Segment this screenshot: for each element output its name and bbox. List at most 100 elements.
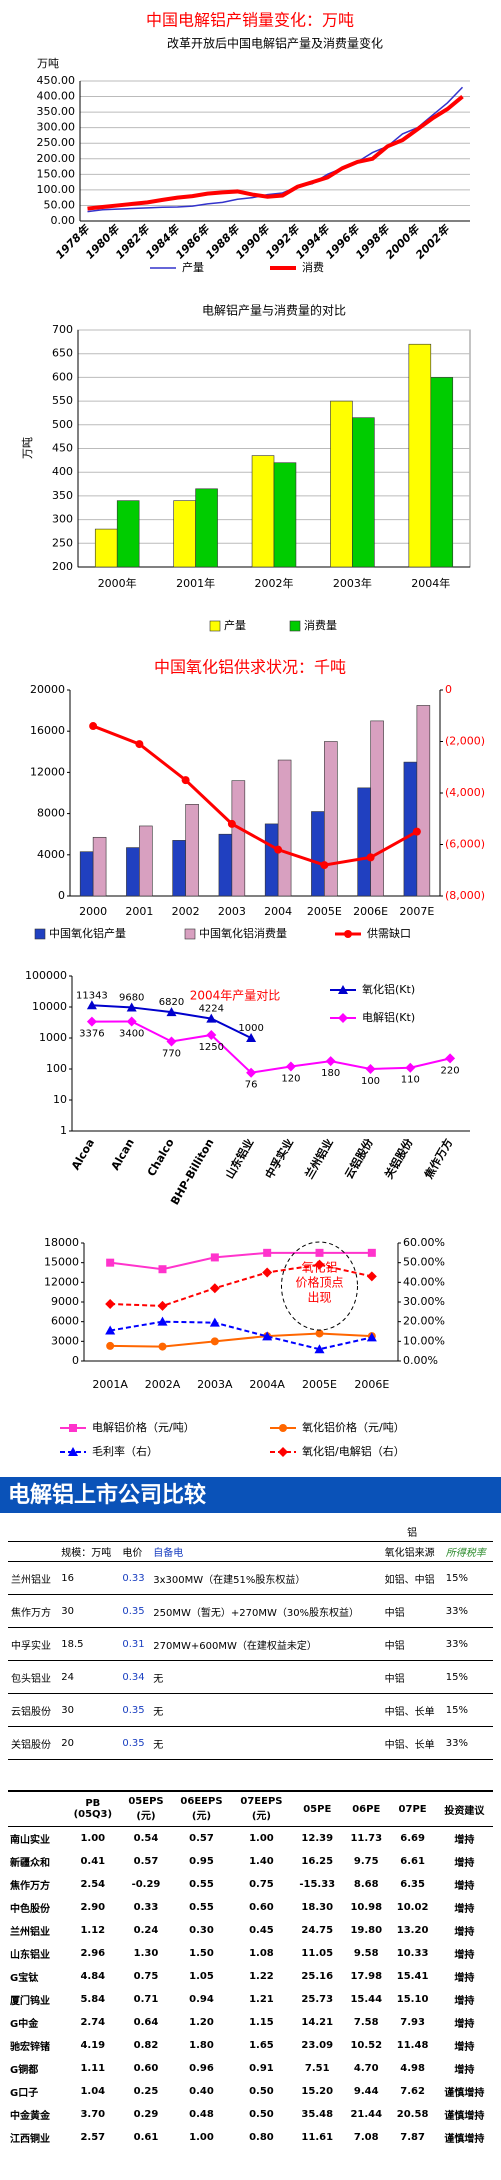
y-tick-label: 500 [52, 418, 73, 431]
marker [105, 1298, 116, 1309]
cell: 增持 [454, 1904, 475, 1915]
cell: 0.35 [119, 1693, 151, 1727]
cell: 1.20 [189, 2017, 214, 2028]
cell: 谨慎增持 [444, 2088, 485, 2099]
company-table: 铝规模：万吨 电价 自备电 氧化铝来源 所得税率 兰州铝业 16 0.33 3x300MW（在建… [8, 1522, 493, 1760]
bar [218, 833, 233, 897]
y-tick-label: 1000 [39, 1031, 67, 1044]
marker [166, 1036, 177, 1047]
legend-label: 中国氧化铝消费量 [199, 926, 287, 940]
cell: 0.57 [189, 1833, 214, 1844]
y2-tick-label: 40.00% [403, 1275, 445, 1288]
marker [157, 1316, 168, 1326]
cell: 10.33 [396, 1948, 429, 1959]
x-tick-label: 2004A [249, 1378, 285, 1391]
row: 厦门钨业 5.84 0.71 0.94 1.21 25.73 15.44 15.10 增持 [8, 1988, 493, 2011]
legend-label: 供需缺口 [367, 926, 411, 940]
cell: 7.58 [353, 2017, 379, 2028]
bar [92, 836, 107, 897]
legend-label: 电解铝(Kt) [362, 1010, 415, 1024]
line [87, 95, 464, 211]
line [92, 724, 418, 867]
row: 兰州铝业 1.12 0.24 0.30 0.45 24.75 19.80 13.20 增持 [8, 1919, 493, 1942]
value-label: 220 [441, 1065, 460, 1076]
cell: 铝 [381, 1522, 443, 1542]
marker [366, 1271, 377, 1282]
x-tick-label: 云铝股份 [342, 1135, 377, 1181]
cell: 1.04 [80, 2086, 106, 2097]
row: 云铝股份 30 0.35 无中铝、长单 15% [8, 1693, 493, 1727]
cell: 2.90 [80, 1902, 106, 1913]
cell: 增持 [454, 1881, 475, 1892]
cell: 无 [150, 1660, 382, 1694]
x-tick-label: 2001 [125, 905, 153, 918]
cell [119, 1522, 151, 1542]
annotation-ring [281, 1241, 358, 1331]
cell: 中色股份 [10, 1904, 50, 1915]
marker [135, 740, 144, 749]
bar [116, 500, 140, 568]
y-tick-label: 6000 [51, 1315, 79, 1328]
marker [246, 1067, 257, 1078]
cell: 0.55 [189, 1879, 214, 1890]
row: G中金 2.74 0.64 1.20 1.15 14.21 7.58 7.93 增持 [8, 2011, 493, 2034]
cell: 13.20 [396, 1925, 429, 1936]
cell: 6.69 [400, 1833, 425, 1844]
chart-title: 改革开放后中国电解铝产量及消费量变化 [167, 36, 383, 51]
cell: 1.05 [189, 1971, 214, 1982]
cell: 33% [442, 1594, 493, 1628]
x-tick-label: 2007E [399, 905, 434, 918]
cell: 山东铝业 [10, 1950, 50, 1961]
y2-tick-label: (4,000) [445, 786, 485, 799]
bar [185, 804, 199, 897]
cell: 25.73 [301, 1994, 334, 2005]
cell: G宝钛 [10, 1973, 39, 1984]
cell: 33% [442, 1627, 493, 1661]
chart-title: 电解铝产量与消费量的对比 [202, 303, 346, 318]
cell: 1.80 [189, 2040, 214, 2051]
marker [338, 1013, 348, 1023]
cell: 增持 [454, 2042, 475, 2053]
marker [314, 1259, 325, 1270]
header-text: (元) [251, 1811, 271, 1822]
bar [195, 488, 218, 568]
cell: 7.87 [400, 2132, 425, 2143]
cell: 0.33 [119, 1561, 151, 1595]
marker [263, 1248, 272, 1257]
legend-label: 消费量 [304, 618, 337, 632]
cell [8, 1791, 66, 1827]
cell: 0.82 [133, 2040, 159, 2051]
cell: 2.57 [80, 2132, 106, 2143]
cell: 15.41 [396, 1971, 429, 1982]
cell: 1.40 [249, 1856, 274, 1867]
cell: 0.64 [133, 2017, 159, 2028]
cell: 0.75 [249, 1879, 274, 1890]
cell: G铜都 [10, 2065, 39, 2076]
y-tick-label: 350 [52, 489, 73, 502]
row: 中孚实业 18.5 0.31 270MW+600MW（在建权益未定） 中铝 33% [8, 1627, 493, 1661]
marker [210, 1337, 219, 1346]
header-text: (元) [191, 1811, 212, 1822]
cell: 0.29 [133, 2109, 159, 2120]
marker [315, 1329, 324, 1338]
legend-swatch [184, 928, 196, 940]
legend-label: 氧化铝(Kt) [362, 982, 415, 996]
y-tick-label: 16000 [30, 724, 65, 737]
x-tick-label: 2005E [302, 1378, 337, 1391]
y-tick-label: 700 [52, 323, 73, 336]
cell: 4.84 [80, 1971, 106, 1982]
value-label: 1250 [199, 1042, 224, 1053]
bar [273, 462, 297, 568]
marker [209, 1283, 220, 1294]
cell: 无 [150, 1726, 382, 1760]
cell: 0.31 [119, 1627, 151, 1661]
row: 规模：万吨 电价 自备电 氧化铝来源 所得税率 [8, 1541, 493, 1562]
cell: 0.30 [189, 1925, 214, 1936]
x-tick-label: 2002年 [255, 576, 294, 590]
cell: 规模：万吨 [58, 1541, 120, 1562]
cell: 0.34 [119, 1660, 151, 1694]
legend-label: 毛利率（右） [92, 1444, 158, 1458]
cell: 35.48 [301, 2109, 334, 2120]
cell: 7.93 [400, 2017, 425, 2028]
y-tick-label: 18000 [44, 1236, 79, 1249]
